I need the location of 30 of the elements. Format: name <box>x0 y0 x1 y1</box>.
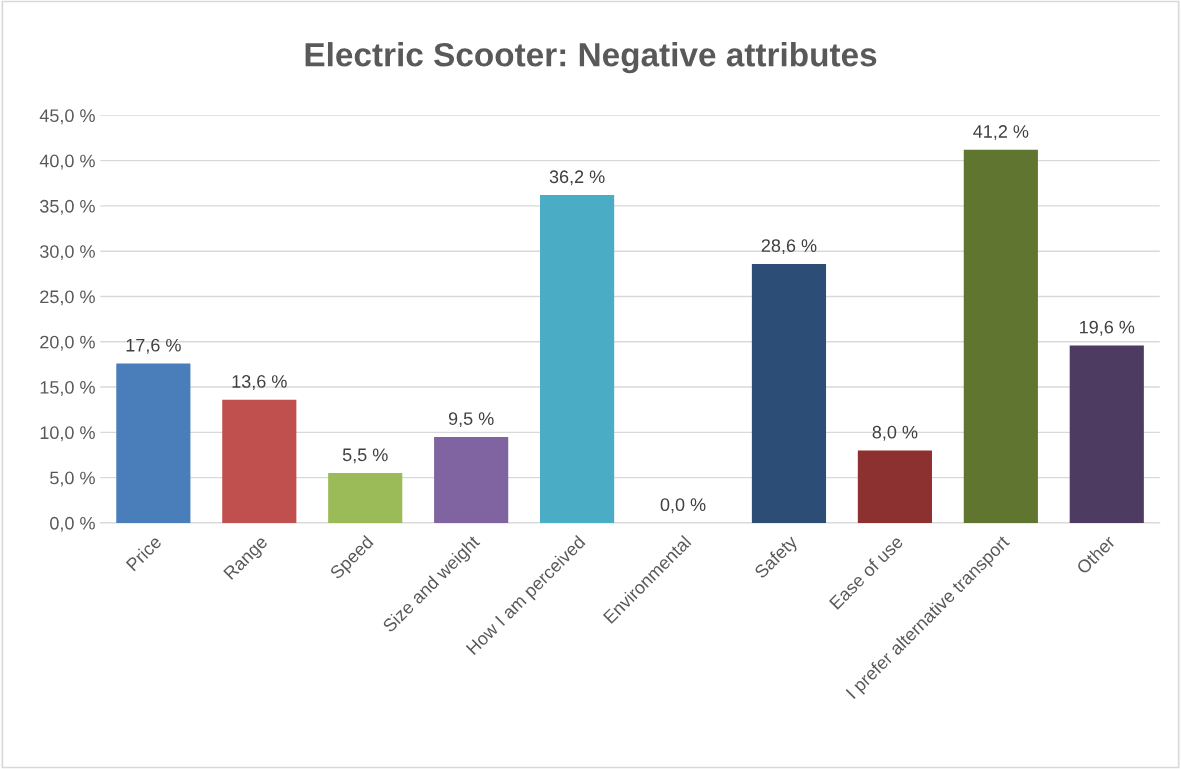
bar <box>434 436 509 523</box>
y-tick-label: 30,0 % <box>40 245 95 261</box>
data-label: 9,5 % <box>448 412 494 428</box>
y-tick-label: 10,0 % <box>40 426 95 442</box>
data-label: 8,0 % <box>872 425 918 441</box>
y-tick-label: 15,0 % <box>40 381 95 396</box>
y-tick-label: 25,0 % <box>40 290 95 306</box>
data-label: 41,2 % <box>973 125 1029 140</box>
y-tick-label: 35,0 % <box>40 199 95 215</box>
chart-title: Electric Scooter: Negative attributes <box>305 42 877 74</box>
bar <box>222 399 297 523</box>
bar <box>963 149 1038 523</box>
bar <box>751 263 827 523</box>
bar <box>328 473 403 523</box>
y-tick-label: 20,0 % <box>40 335 95 351</box>
data-label: 19,6 % <box>1080 320 1135 336</box>
data-label: 17,6 % <box>126 338 181 354</box>
bar <box>116 363 191 523</box>
bar <box>1069 345 1144 523</box>
bar <box>540 195 615 523</box>
y-tick-label: 0,0 % <box>50 516 95 532</box>
bar <box>857 450 932 523</box>
y-tick-label: 45,0 % <box>39 109 95 125</box>
y-tick-label: 40,0 % <box>39 154 95 170</box>
data-label: 13,6 % <box>232 375 287 390</box>
data-label: 36,2 % <box>549 170 605 186</box>
data-label: 0,0 % <box>660 498 706 514</box>
data-label: 28,6 % <box>761 239 817 255</box>
data-label: 5,5 % <box>342 448 388 464</box>
y-tick-label: 5,0 % <box>50 471 95 487</box>
